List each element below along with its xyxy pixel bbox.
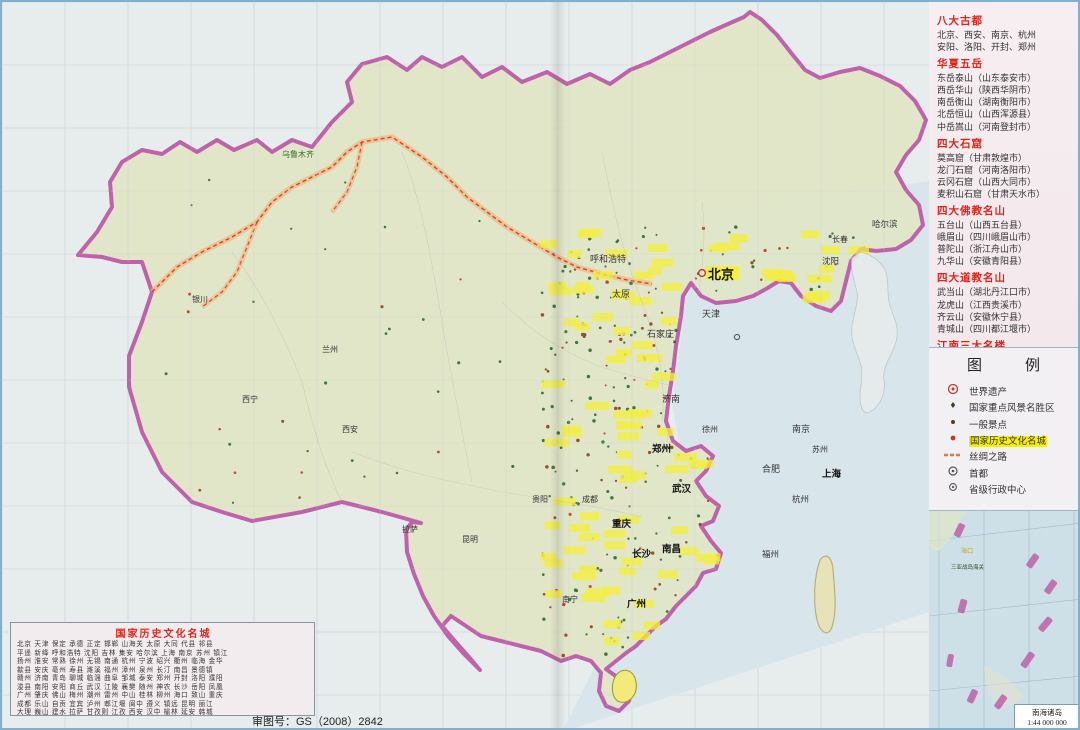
svg-text:昆明: 昆明 [462, 535, 478, 544]
svg-text:乌鲁木齐: 乌鲁木齐 [282, 149, 314, 159]
svg-text:南昌: 南昌 [662, 543, 681, 555]
svg-text:兰州: 兰州 [322, 344, 338, 354]
svg-text:武汉: 武汉 [672, 483, 692, 495]
svg-text:郑州: 郑州 [652, 443, 671, 455]
svg-text:贵阳: 贵阳 [532, 494, 548, 504]
svg-text:银川: 银川 [192, 294, 208, 304]
svg-text:海口: 海口 [961, 547, 973, 555]
svg-text:上海: 上海 [822, 468, 842, 480]
svg-text:成都: 成都 [582, 494, 598, 504]
svg-text:沈阳: 沈阳 [822, 256, 839, 266]
svg-text:哈尔滨: 哈尔滨 [872, 219, 898, 229]
svg-text:南京: 南京 [792, 423, 810, 434]
svg-text:广州: 广州 [627, 598, 646, 610]
svg-text:三亚战岛海关: 三亚战岛海关 [951, 563, 985, 571]
svg-text:重庆: 重庆 [612, 518, 632, 530]
svg-text:西宁: 西宁 [242, 394, 258, 404]
svg-text:拉萨: 拉萨 [402, 524, 418, 534]
svg-text:杭州: 杭州 [792, 494, 809, 504]
svg-text:济南: 济南 [662, 393, 680, 404]
svg-text:长沙: 长沙 [632, 548, 652, 560]
svg-text:合肥: 合肥 [762, 463, 780, 474]
svg-text:南宁: 南宁 [562, 594, 578, 604]
svg-text:太原: 太原 [612, 288, 630, 299]
svg-text:北京: 北京 [708, 267, 734, 282]
svg-text:石家庄: 石家庄 [647, 328, 674, 339]
svg-text:徐州: 徐州 [702, 424, 718, 434]
svg-text:天津: 天津 [702, 309, 720, 319]
svg-text:福州: 福州 [762, 549, 779, 559]
svg-text:西安: 西安 [342, 424, 358, 434]
svg-text:苏州: 苏州 [812, 444, 828, 454]
svg-text:长春: 长春 [832, 234, 848, 244]
svg-text:呼和浩特: 呼和浩特 [590, 253, 626, 264]
